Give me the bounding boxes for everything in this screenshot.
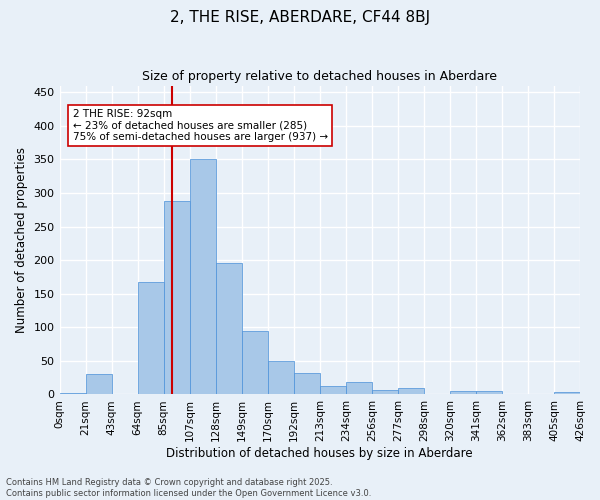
Bar (398, 388, 424, 394)
Bar (450, 391, 476, 394)
Y-axis label: Number of detached properties: Number of detached properties (15, 147, 28, 333)
Bar (346, 382, 372, 394)
Bar (164, 201, 190, 394)
Bar (320, 386, 346, 394)
Text: 2, THE RISE, ABERDARE, CF44 8BJ: 2, THE RISE, ABERDARE, CF44 8BJ (170, 10, 430, 25)
Bar (242, 332, 268, 394)
Bar (190, 160, 215, 394)
Bar (554, 392, 580, 394)
Bar (268, 361, 294, 394)
Bar (476, 391, 502, 394)
X-axis label: Distribution of detached houses by size in Aberdare: Distribution of detached houses by size … (166, 447, 473, 460)
Title: Size of property relative to detached houses in Aberdare: Size of property relative to detached ho… (142, 70, 497, 83)
Bar (137, 282, 164, 395)
Bar (59, 393, 86, 394)
Text: Contains HM Land Registry data © Crown copyright and database right 2025.
Contai: Contains HM Land Registry data © Crown c… (6, 478, 371, 498)
Bar (215, 263, 242, 394)
Bar (86, 374, 112, 394)
Text: 2 THE RISE: 92sqm
← 23% of detached houses are smaller (285)
75% of semi-detache: 2 THE RISE: 92sqm ← 23% of detached hous… (73, 109, 328, 142)
Bar (294, 373, 320, 394)
Bar (372, 390, 398, 394)
